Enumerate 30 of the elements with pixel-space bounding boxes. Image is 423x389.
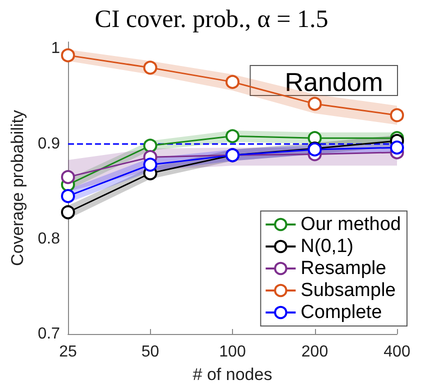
point [308,96,322,111]
point [61,205,75,220]
x-axis-title: # of nodes [192,365,272,384]
legend-label: Subsample [300,280,396,301]
x-tick-label: 50 [141,344,160,360]
point [61,170,75,184]
x-tick-label: 100 [219,344,246,360]
legend-label: Our method [300,214,402,235]
x-tick-label: 400 [384,344,410,360]
point [61,189,75,204]
x-tick-label: 200 [301,344,328,360]
point [226,129,240,144]
point [143,158,158,172]
legend-label: Complete [300,302,382,323]
annotation: Random [284,67,384,97]
point [61,48,75,62]
y-tick-label: 0.7 [38,326,60,342]
point [143,60,158,75]
point [390,140,404,155]
chart-title: CI cover. prob., α = 1.5 [94,6,328,33]
point [390,108,404,122]
y-tick-label: 1 [51,40,60,58]
y-tick-label: 0.8 [38,230,60,248]
y-axis-title: Coverage probability [8,110,27,266]
point [143,138,158,153]
point [226,74,240,89]
y-tick-label: 0.9 [38,135,60,152]
legend-label: N(0,1) [300,236,354,257]
x-tick-label: 25 [59,344,77,360]
legend-label: Resample [300,258,386,279]
